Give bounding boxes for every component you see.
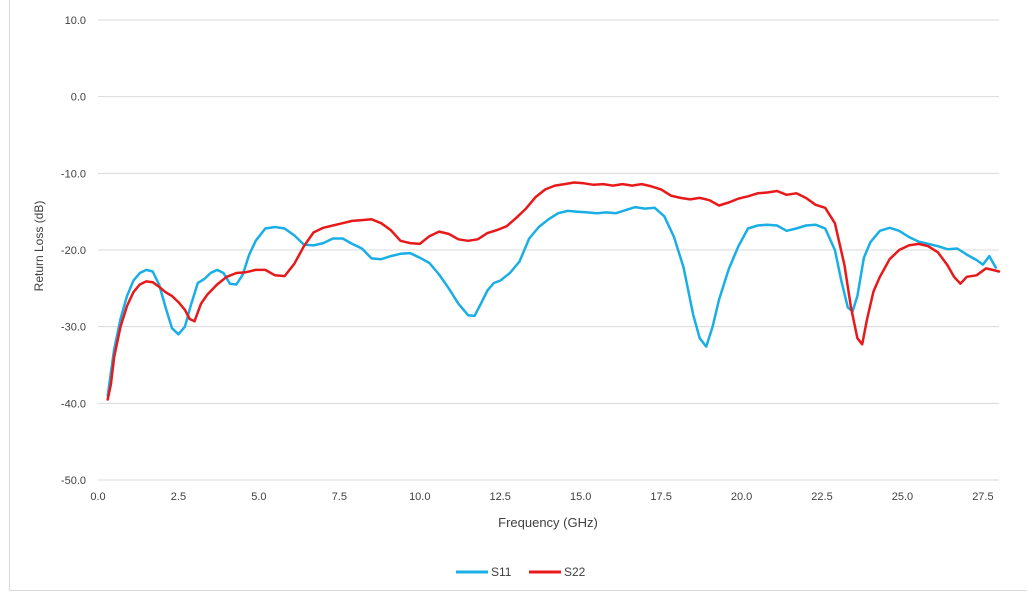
x-tick-label: 5.0: [251, 491, 266, 503]
x-axis-tick-labels: 0.0 2.5 5.0 7.5 10.0 12.5 15.0 17.5 20.0 22.5 25.0…: [90, 491, 993, 503]
y-axis-title: Return Loss (dB): [32, 201, 46, 292]
legend-label-s22: S22: [564, 565, 586, 579]
legend: S11 S22: [456, 565, 586, 579]
gridlines: [98, 19, 999, 481]
x-tick-label: 15.0: [570, 491, 591, 503]
series-line-s11: [106, 205, 998, 397]
series-line-s22: [106, 181, 1001, 401]
y-axis-tick-labels: 10.0 0.0 -10.0 -20.0 -30.0 -40.0 -50.0: [61, 15, 86, 487]
y-tick-label: -30.0: [61, 322, 86, 334]
y-tick-label: 0.0: [71, 92, 86, 104]
x-axis-title: Frequency (GHz): [498, 515, 598, 530]
y-tick-label: -40.0: [61, 398, 86, 410]
y-tick-label: -50.0: [61, 475, 86, 487]
x-tick-label: 12.5: [490, 491, 511, 503]
x-tick-label: 22.5: [811, 491, 832, 503]
series-lines: [106, 181, 1001, 401]
x-tick-label: 27.5: [972, 491, 993, 503]
y-tick-label: -20.0: [61, 245, 86, 257]
x-tick-label: 25.0: [892, 491, 913, 503]
x-tick-label: 17.5: [650, 491, 671, 503]
y-tick-label: 10.0: [65, 15, 86, 27]
x-tick-label: 0.0: [90, 491, 105, 503]
legend-label-s11: S11: [491, 565, 512, 579]
x-tick-label: 20.0: [731, 491, 752, 503]
x-tick-label: 7.5: [332, 491, 347, 503]
x-tick-label: 2.5: [171, 491, 186, 503]
x-tick-label: 10.0: [409, 491, 430, 503]
y-tick-label: -10.0: [61, 168, 86, 180]
chart-border: [9, 0, 1027, 591]
